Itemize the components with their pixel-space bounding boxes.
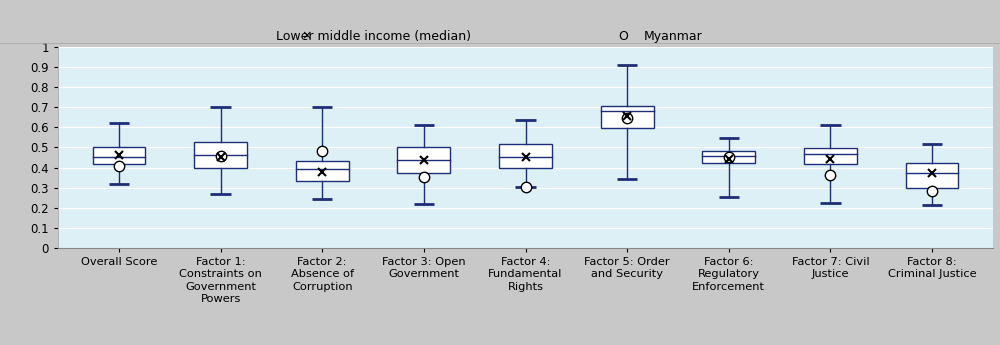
Bar bbox=[397, 148, 450, 173]
Text: ×: × bbox=[302, 30, 312, 43]
Text: Myanmar: Myanmar bbox=[644, 30, 702, 43]
Bar bbox=[194, 142, 247, 168]
Bar bbox=[906, 162, 958, 188]
Bar bbox=[499, 145, 552, 168]
Text: Lower middle income (median): Lower middle income (median) bbox=[276, 30, 471, 43]
Bar bbox=[804, 148, 857, 164]
Bar bbox=[93, 148, 145, 164]
Text: O: O bbox=[618, 30, 628, 43]
Bar bbox=[296, 161, 349, 181]
Bar bbox=[702, 150, 755, 162]
Bar bbox=[601, 106, 654, 128]
